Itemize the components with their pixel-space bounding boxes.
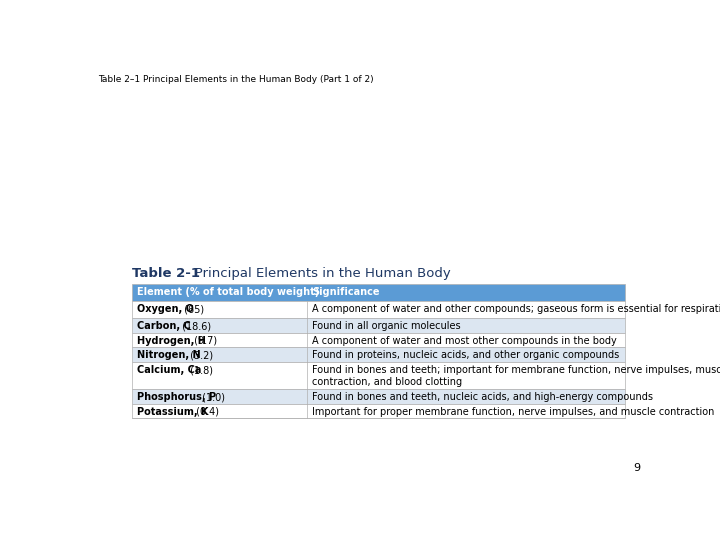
Text: A component of water and most other compounds in the body: A component of water and most other comp… (312, 336, 617, 346)
Bar (132, 318, 625, 333)
Text: 9: 9 (633, 463, 640, 473)
Text: Phosphorus, P: Phosphorus, P (138, 392, 217, 402)
Bar (132, 403, 625, 418)
Text: (1.0): (1.0) (199, 392, 225, 402)
Text: Calcium, Ca: Calcium, Ca (138, 365, 202, 375)
Text: (3.2): (3.2) (186, 350, 212, 361)
Text: Table 2–1 Principal Elements in the Human Body (Part 1 of 2): Table 2–1 Principal Elements in the Huma… (98, 75, 374, 84)
Text: (18.6): (18.6) (179, 321, 211, 331)
Bar (132, 284, 625, 301)
Text: Found in bones and teeth; important for membrane function, nerve impulses, muscl: Found in bones and teeth; important for … (312, 365, 720, 387)
Text: (65): (65) (181, 304, 204, 314)
Text: Table 2-1: Table 2-1 (132, 267, 200, 280)
Text: Significance: Significance (312, 287, 379, 298)
Text: A component of water and other compounds; gaseous form is essential for respirat: A component of water and other compounds… (312, 304, 720, 314)
Text: (1.8): (1.8) (187, 365, 213, 375)
Text: Potassium, K: Potassium, K (138, 407, 209, 417)
Text: Found in bones and teeth, nucleic acids, and high-energy compounds: Found in bones and teeth, nucleic acids,… (312, 392, 653, 402)
Text: (9.7): (9.7) (191, 336, 217, 346)
Text: Carbon, C: Carbon, C (138, 321, 191, 331)
Bar (132, 347, 625, 362)
Bar (132, 333, 625, 347)
Text: Hydrogen, H: Hydrogen, H (138, 336, 206, 346)
Text: Important for proper membrane function, nerve impulses, and muscle contraction: Important for proper membrane function, … (312, 407, 715, 417)
Text: Element (% of total body weight): Element (% of total body weight) (138, 287, 320, 298)
Text: Nitrogen, N: Nitrogen, N (138, 350, 201, 361)
Text: Found in proteins, nucleic acids, and other organic compounds: Found in proteins, nucleic acids, and ot… (312, 350, 619, 361)
Text: Found in all organic molecules: Found in all organic molecules (312, 321, 461, 331)
Bar (132, 389, 625, 403)
Bar (132, 301, 625, 318)
Text: Principal Elements in the Human Body: Principal Elements in the Human Body (182, 267, 451, 280)
Text: Oxygen, O: Oxygen, O (138, 304, 194, 314)
Text: (0.4): (0.4) (193, 407, 219, 417)
Bar (132, 362, 625, 389)
